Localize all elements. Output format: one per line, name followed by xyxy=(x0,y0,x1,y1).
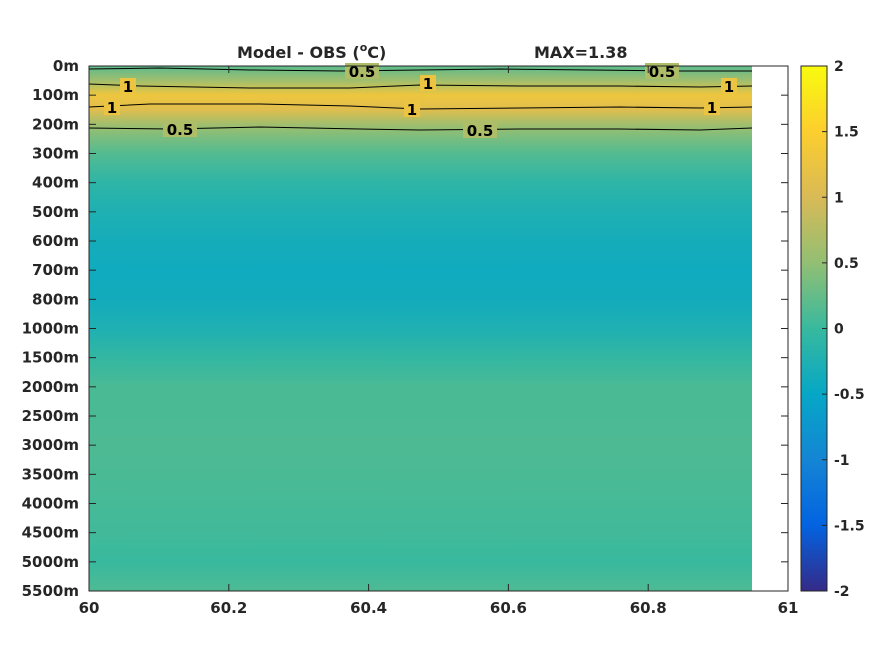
y-tick-label: 0m xyxy=(53,57,79,75)
contour-label-gap xyxy=(645,63,679,79)
colorbar-tick-label: -0.5 xyxy=(834,387,865,403)
contour-label-gap xyxy=(404,101,420,117)
y-tick-label: 300m xyxy=(32,145,79,163)
y-tick-label: 1000m xyxy=(22,320,79,338)
colorbar: 2 1.5 1 0.5 0 -0.5 -1 -1.5 -2 xyxy=(800,59,865,600)
title-text: Model - OBS (oC) xyxy=(237,41,386,62)
x-tick-label: 60 xyxy=(79,599,100,617)
y-tick-label: 2500m xyxy=(22,407,79,425)
contour-label: 1 xyxy=(707,99,717,117)
chart-title: Model - OBS (oC) MAX=1.38 xyxy=(237,41,628,62)
y-tick-label: 5000m xyxy=(22,553,79,571)
contour-label: 1 xyxy=(407,101,417,119)
y-tick-label: 700m xyxy=(32,261,79,279)
y-tick-label: 800m xyxy=(32,290,79,308)
contour-label-gap xyxy=(120,78,136,94)
colorbar-ticks: 2 1.5 1 0.5 0 -0.5 -1 -1.5 -2 xyxy=(822,59,865,600)
contour-label: 0.5 xyxy=(467,122,494,140)
y-tick-label: 600m xyxy=(32,232,79,250)
y-tick-label: 4000m xyxy=(22,495,79,513)
colorbar-tick-label: 1.5 xyxy=(834,125,859,141)
x-tick-label: 61 xyxy=(778,599,799,617)
contour-label: 1 xyxy=(724,78,734,96)
y-ticks: 0m 100m 200m 300m 400m 500m 600m 700m 800m 1000m 1… xyxy=(22,57,788,600)
y-tick-label: 3500m xyxy=(22,465,79,483)
y-tick-label: 1500m xyxy=(22,349,79,367)
contour-label-gap xyxy=(704,99,720,115)
contour-label: 1 xyxy=(423,75,433,93)
colorbar-tick-label: 2 xyxy=(834,59,844,75)
y-tick-label: 2000m xyxy=(22,378,79,396)
colorbar-tick-label: 0 xyxy=(834,322,844,338)
y-tick-label: 5500m xyxy=(22,582,79,600)
contour-label: 0.5 xyxy=(649,63,676,81)
contour-label-gap xyxy=(420,75,436,91)
colorbar-tick-label: -1.5 xyxy=(834,518,865,534)
y-tick-label: 200m xyxy=(32,115,79,133)
x-tick-label: 60.4 xyxy=(350,599,387,617)
contour-label: 0.5 xyxy=(167,121,194,139)
colorbar-tick-label: 1 xyxy=(834,190,844,206)
y-tick-label: 500m xyxy=(32,203,79,221)
contour-lines: 0.5 0.51 1 11 1 10.5 0.5 xyxy=(88,63,753,140)
contour-label-gap xyxy=(163,121,197,137)
colorbar-tick-label: -1 xyxy=(834,453,850,469)
contour-line xyxy=(88,126,753,131)
heatmap-field xyxy=(89,66,752,591)
y-tick-label: 100m xyxy=(32,86,79,104)
contour-label: 1 xyxy=(107,99,117,117)
y-tick-label: 4500m xyxy=(22,524,79,542)
contour-label-gap xyxy=(463,122,497,138)
contour-label-gap xyxy=(721,78,737,94)
y-tick-label: 400m xyxy=(32,174,79,192)
x-ticks: 60 60.2 60.4 60.6 60.8 61 xyxy=(79,66,799,617)
colorbar-tick-label: -2 xyxy=(834,584,850,600)
plot-area: 0.5 0.51 1 11 1 10.5 0.5 0m100m200m300m400m500… xyxy=(22,57,799,617)
x-tick-label: 60.2 xyxy=(210,599,247,617)
contour-label-gap xyxy=(104,99,120,115)
contour-label-gap xyxy=(345,63,379,79)
x-tick-label: 60.8 xyxy=(630,599,667,617)
contour-label: 1 xyxy=(123,78,133,96)
colorbar-tick-label: 0.5 xyxy=(834,256,859,272)
y-tick-label: 3000m xyxy=(22,436,79,454)
max-label: MAX=1.38 xyxy=(534,43,628,62)
x-tick-label: 60.6 xyxy=(490,599,527,617)
